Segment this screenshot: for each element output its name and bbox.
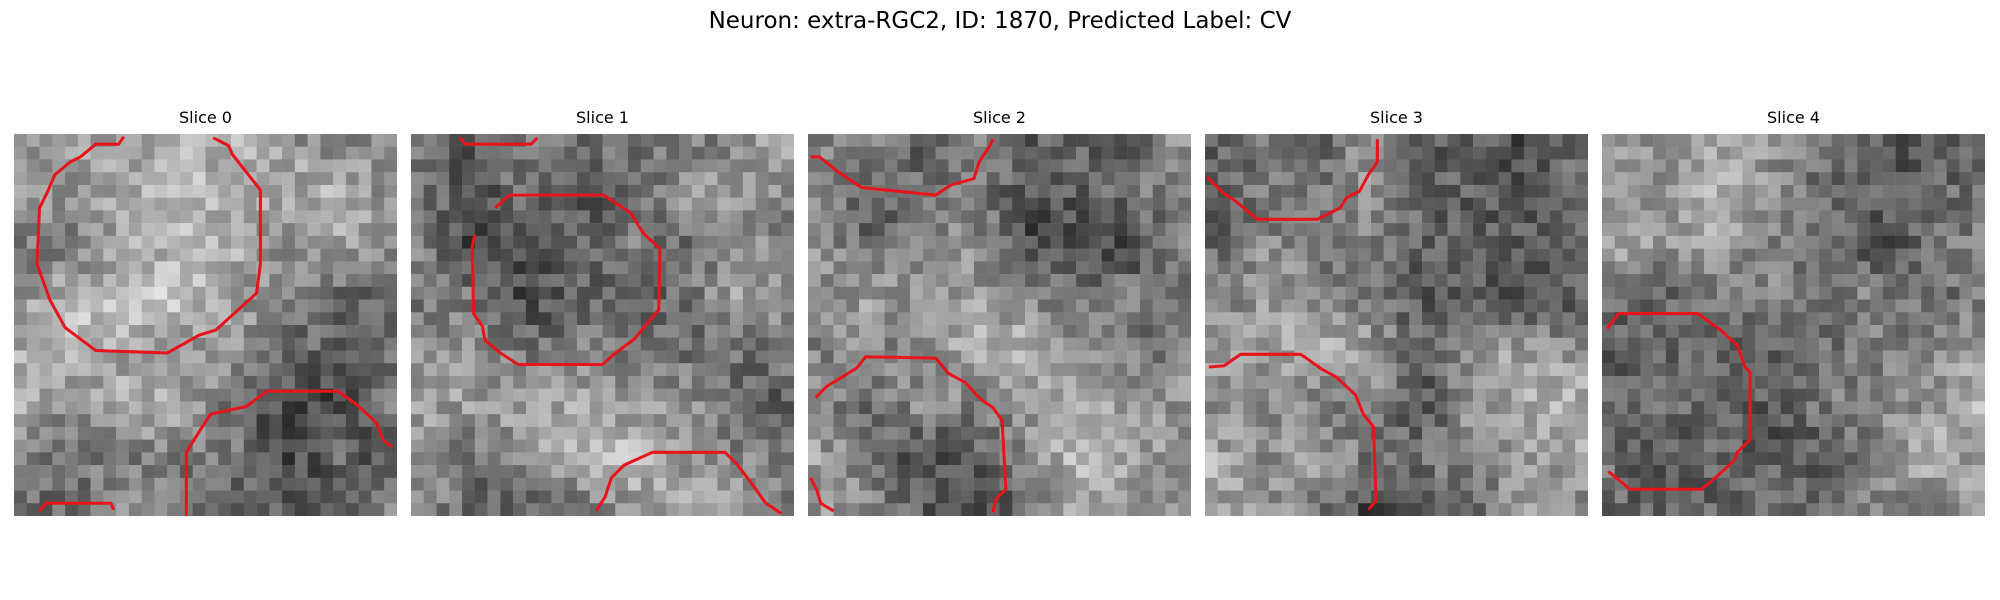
slice-image-3 xyxy=(1205,134,1588,516)
slice-panel-3: Slice 3 xyxy=(1205,108,1588,520)
contour-1b xyxy=(470,193,662,367)
slice-panel-0: Slice 0 xyxy=(14,108,397,520)
slice-pixels-3 xyxy=(1205,134,1588,516)
slice-pixels-0 xyxy=(14,134,397,516)
slice-image-2 xyxy=(808,134,1191,516)
figure-title: Neuron: extra-RGC2, ID: 1870, Predicted … xyxy=(708,8,1292,34)
slice-panel-1: Slice 1 xyxy=(411,108,794,520)
slice-pixels-4 xyxy=(1602,134,1985,516)
slice-image-4 xyxy=(1602,134,1985,516)
slice-title-2: Slice 2 xyxy=(973,108,1026,127)
slice-pixels-2 xyxy=(808,134,1191,516)
contour-1c xyxy=(594,450,783,515)
contour-0c xyxy=(38,501,116,512)
slice-title-0: Slice 0 xyxy=(179,108,232,127)
slice-image-1 xyxy=(411,134,794,516)
contour-3b xyxy=(1208,352,1378,511)
contour-2b xyxy=(809,477,835,513)
slice-title-4: Slice 4 xyxy=(1767,108,1820,127)
contour-2a xyxy=(810,138,995,197)
slice-panel-4: Slice 4 xyxy=(1602,108,1985,520)
contour-0b xyxy=(184,389,393,516)
contour-3a xyxy=(1206,139,1379,221)
slice-title-1: Slice 1 xyxy=(576,108,629,127)
slice-title-3: Slice 3 xyxy=(1370,108,1423,127)
contour-1a xyxy=(458,136,539,146)
slice-pixels-1 xyxy=(411,134,794,516)
contour-4a xyxy=(1605,312,1752,491)
slice-image-0 xyxy=(14,134,397,516)
contour-0a xyxy=(35,135,262,355)
slice-panel-2: Slice 2 xyxy=(808,108,1191,520)
contour-2c xyxy=(814,355,1008,513)
